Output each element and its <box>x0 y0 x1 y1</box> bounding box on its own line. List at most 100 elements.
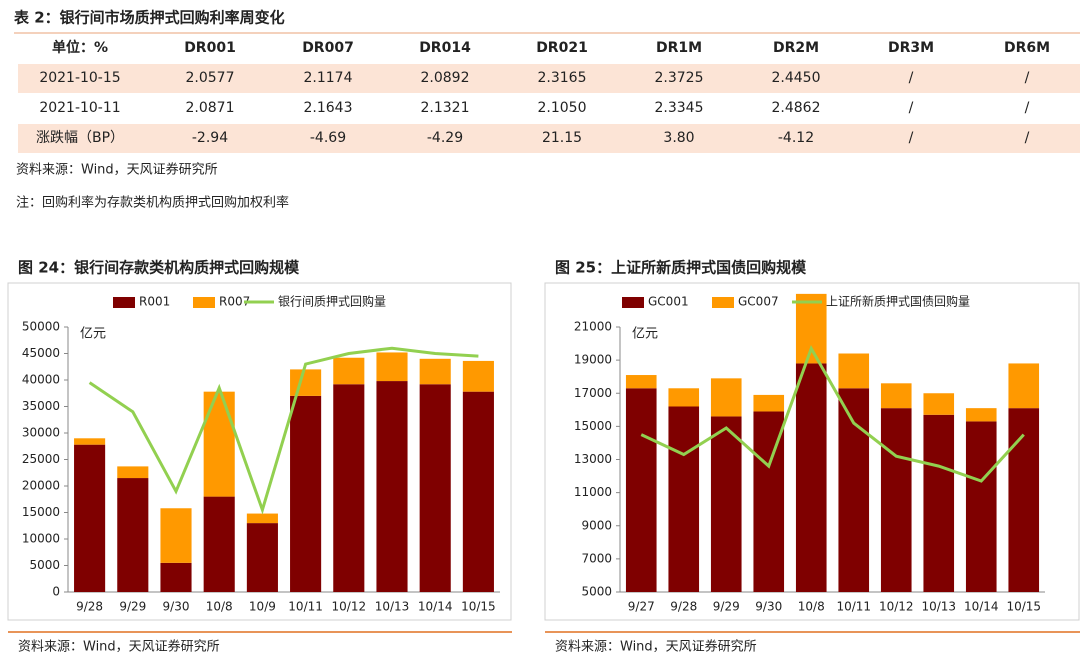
x-tick-label: 9/27 <box>628 600 655 614</box>
table-title: 表 2：银行间市场质押式回购利率周变化 <box>14 9 285 27</box>
y-tick-label: 11000 <box>574 485 612 499</box>
bar-segment <box>74 444 106 592</box>
bar-segment <box>923 414 955 592</box>
bar-segment <box>419 358 451 385</box>
bar-segment <box>160 508 192 563</box>
y-tick-label: 45000 <box>22 346 60 360</box>
table-cell: 2.1321 <box>421 100 470 116</box>
bar-segment <box>1008 363 1040 409</box>
bar-segment <box>795 363 827 592</box>
x-tick-label: 10/15 <box>461 600 496 614</box>
y-tick-label: 5000 <box>29 558 60 572</box>
y-tick-label: 7000 <box>581 551 612 565</box>
x-tick-label: 10/13 <box>921 600 956 614</box>
table-cell: -4.69 <box>310 130 346 146</box>
table-cell: 2021-10-11 <box>39 100 120 116</box>
bar-segment <box>880 408 912 592</box>
legend-label: GC007 <box>738 295 779 309</box>
bar-segment <box>203 496 235 592</box>
table-cell: 2.1643 <box>304 100 353 116</box>
x-tick-label: 10/12 <box>879 600 914 614</box>
x-tick-label: 10/14 <box>418 600 453 614</box>
y-tick-label: 35000 <box>22 399 60 413</box>
bar-segment <box>333 384 365 592</box>
legend-swatch <box>712 297 734 308</box>
row-shade <box>18 124 1080 153</box>
bar-segment <box>333 357 365 385</box>
bar-segment <box>290 395 322 592</box>
table-cell: -4.29 <box>427 130 463 146</box>
y-tick-label: 5000 <box>581 585 612 599</box>
header-cell: DR014 <box>419 40 471 56</box>
x-tick-label: 10/9 <box>249 600 276 614</box>
y-tick-label: 15000 <box>574 419 612 433</box>
y-tick-label: 0 <box>52 585 60 599</box>
table-cell: 2.1050 <box>538 100 587 116</box>
chart-source: 资料来源：Wind，天风证券研究所 <box>555 639 757 655</box>
bar-segment <box>117 466 149 479</box>
table-cell: 2.3345 <box>655 100 704 116</box>
table-cell: 2.3165 <box>538 70 587 86</box>
y-tick-label: 13000 <box>574 452 612 466</box>
table-cell: 2.4450 <box>772 70 821 86</box>
legend-label: R001 <box>139 295 170 309</box>
header-cell: DR3M <box>888 40 934 56</box>
bar-segment <box>1008 408 1040 592</box>
table-cell: -4.12 <box>778 130 814 146</box>
legend-label: 上证所新质押式国债回购量 <box>826 294 970 309</box>
legend-swatch <box>193 297 215 308</box>
x-tick-label: 9/29 <box>119 600 146 614</box>
y-tick-label: 40000 <box>22 373 60 387</box>
chart-title: 图 25：上证所新质押式国债回购规模 <box>555 259 807 277</box>
bar-segment <box>838 353 870 389</box>
header-cell: DR007 <box>302 40 354 56</box>
header-cell: 单位：% <box>52 39 108 56</box>
header-cell: DR1M <box>656 40 702 56</box>
bar-segment <box>290 369 322 396</box>
bar-segment <box>117 478 149 592</box>
legend-swatch <box>622 297 644 308</box>
table-cell: -2.94 <box>192 130 228 146</box>
bar-segment <box>668 406 700 592</box>
table-cell: 3.80 <box>663 130 694 146</box>
table-cell: 21.15 <box>542 130 582 146</box>
y-tick-label: 10000 <box>22 532 60 546</box>
x-tick-label: 10/11 <box>836 600 871 614</box>
table-cell: 2.0871 <box>186 100 235 116</box>
table-cell: 涨跌幅（BP） <box>36 130 124 146</box>
line-series <box>88 346 479 515</box>
line-series <box>640 344 1025 483</box>
table-cell: 2.4862 <box>772 100 821 116</box>
bar-segment <box>246 513 278 524</box>
x-tick-label: 10/8 <box>206 600 233 614</box>
header-cell: DR6M <box>1004 40 1050 56</box>
bar-segment <box>923 393 955 415</box>
bar-segment <box>376 381 408 592</box>
bar-segment <box>625 388 657 592</box>
table-cell: / <box>1025 100 1030 116</box>
bar-segment <box>710 416 742 592</box>
table-source: 资料来源：Wind，天风证券研究所 <box>16 162 218 178</box>
table-cell: / <box>1025 130 1030 146</box>
x-tick-label: 10/8 <box>798 600 825 614</box>
y-tick-label: 50000 <box>22 320 60 334</box>
x-tick-label: 9/29 <box>713 600 740 614</box>
bar-segment <box>838 388 870 592</box>
table-cell: 2.3725 <box>655 70 704 86</box>
unit-label: 亿元 <box>632 327 658 342</box>
x-tick-label: 10/15 <box>1006 600 1041 614</box>
bar-segment <box>965 421 997 592</box>
y-tick-label: 20000 <box>22 479 60 493</box>
header-cell: DR021 <box>536 40 588 56</box>
table-cell: / <box>909 130 914 146</box>
bar-segment <box>462 360 494 392</box>
chart-source: 资料来源：Wind，天风证券研究所 <box>18 639 220 655</box>
y-tick-label: 15000 <box>22 505 60 519</box>
bar-segment <box>74 438 106 445</box>
header-cell: DR2M <box>773 40 819 56</box>
bar-segment <box>625 375 657 389</box>
table-cell: 2.0892 <box>421 70 470 86</box>
bar-segment <box>203 391 235 497</box>
x-tick-label: 9/30 <box>755 600 782 614</box>
